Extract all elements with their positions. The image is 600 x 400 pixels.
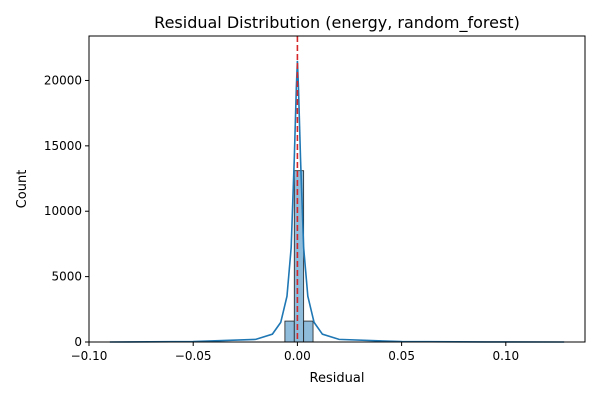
- x-tick-label-1: −0.05: [175, 349, 212, 363]
- y-tick-label-2: 10000: [44, 204, 82, 218]
- histogram-bar-2: [303, 320, 314, 343]
- y-axis-label: Count: [15, 170, 30, 209]
- y-tick-label-3: 15000: [44, 139, 82, 153]
- x-tick-label-3: 0.05: [388, 349, 415, 363]
- chart-title: Residual Distribution (energy, random_fo…: [154, 13, 520, 33]
- kde-curve: [109, 60, 565, 343]
- axes-frame: [88, 35, 586, 343]
- x-axis-label: Residual: [310, 371, 365, 386]
- x-tick-label-0: −0.10: [71, 349, 108, 363]
- histogram-bar-0: [284, 320, 295, 343]
- plot-area: [109, 36, 565, 343]
- y-tick-label-4: 20000: [44, 73, 82, 87]
- x-tick-label-4: 0.10: [492, 349, 519, 363]
- axes: −0.10 −0.05 0.00 0.05 0.10 0 5000 10000 15000 200…: [44, 35, 586, 363]
- y-tick-label-1: 5000: [51, 270, 82, 284]
- y-tick-label-0: 0: [74, 335, 82, 349]
- x-tick-label-2: 0.00: [284, 349, 311, 363]
